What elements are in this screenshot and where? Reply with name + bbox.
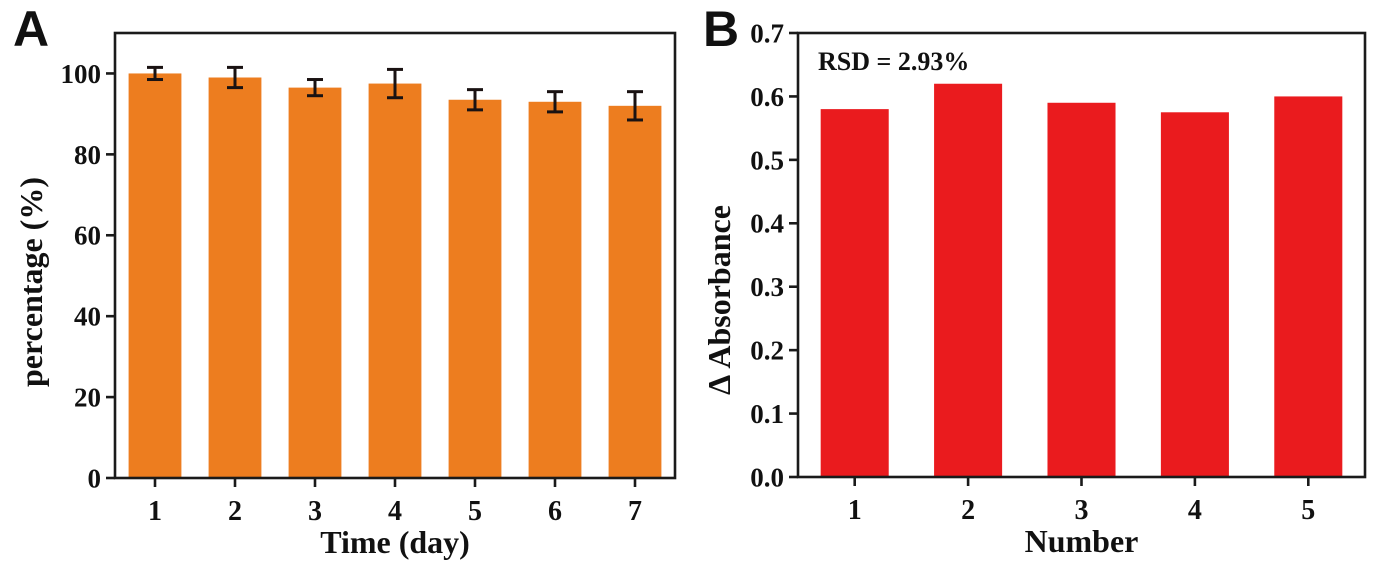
bar <box>528 101 582 478</box>
y-tick-label: 0.6 <box>750 82 784 112</box>
bar <box>1274 96 1343 477</box>
x-tick-label: 4 <box>388 496 402 527</box>
x-tick-label: 1 <box>848 495 862 526</box>
x-tick-label: 2 <box>228 496 242 527</box>
y-tick-label: 0 <box>88 463 102 493</box>
bar <box>368 83 422 479</box>
bar <box>1047 102 1116 478</box>
y-tick-label: 100 <box>61 59 102 89</box>
y-tick-label: 0.4 <box>750 209 784 239</box>
bar <box>128 73 182 479</box>
bar <box>288 87 342 478</box>
panel-label-b: B <box>703 1 740 57</box>
x-tick-label: 6 <box>548 496 562 527</box>
panel-b-bar-chart: 0.0 0.1 0.2 0.3 0.4 0.5 0.6 0.7 1 2 3 4 5 Number Δ Abs… <box>701 18 1367 559</box>
bar <box>608 105 662 479</box>
x-tick-label: 2 <box>961 495 975 526</box>
annotation-rsd: RSD = 2.93% <box>818 47 969 76</box>
y-axis-title: percentage (%) <box>13 177 49 387</box>
y-tick-label: 80 <box>74 140 101 170</box>
y-tick-label: 0.5 <box>750 145 784 175</box>
y-tick-label: 60 <box>74 221 101 251</box>
y-tick-label: 0.2 <box>750 336 784 366</box>
bar <box>448 99 502 478</box>
y-axis-title: Δ Absorbance <box>701 205 737 395</box>
y-tick-label: 20 <box>74 383 101 413</box>
y-tick-label: 0.3 <box>750 272 784 302</box>
bar <box>934 83 1003 477</box>
y-tick-label: 0.7 <box>750 18 784 48</box>
x-tick-label: 3 <box>1075 495 1089 526</box>
x-tick-label: 1 <box>148 496 162 527</box>
x-tick-label: 5 <box>468 496 482 527</box>
panel-a-bar-chart: 0 20 40 60 80 100 1 2 3 4 5 6 7 Time (day) percentage … <box>13 31 677 560</box>
x-axis-title: Number <box>1025 523 1139 559</box>
bar <box>1160 112 1229 478</box>
x-tick-label: 3 <box>308 496 322 527</box>
y-tick-label: 0.0 <box>750 462 784 492</box>
x-tick-label: 7 <box>628 496 642 527</box>
y-tick-label: 40 <box>74 302 101 332</box>
x-tick-label: 4 <box>1188 495 1202 526</box>
panel-label-a: A <box>13 1 50 57</box>
x-axis-title: Time (day) <box>320 524 470 560</box>
y-tick-label: 0.1 <box>750 399 784 429</box>
bar <box>208 77 262 478</box>
x-tick-label: 5 <box>1301 495 1315 526</box>
bar <box>820 109 889 477</box>
